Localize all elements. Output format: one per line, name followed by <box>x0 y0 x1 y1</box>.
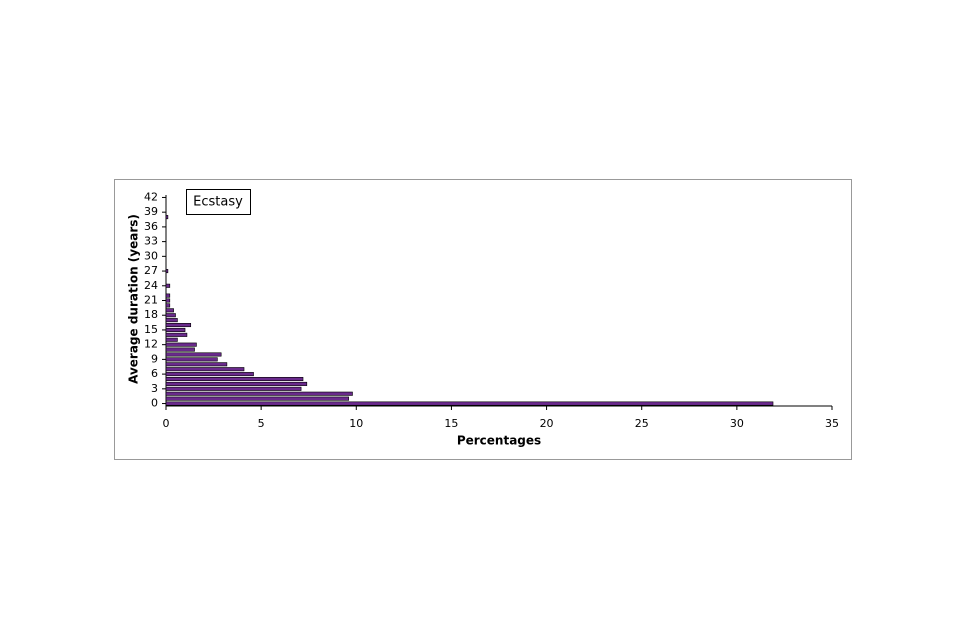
y-tick-label: 39 <box>144 205 158 218</box>
x-tick-label: 20 <box>540 417 554 430</box>
bar <box>165 381 308 386</box>
y-tick-label: 30 <box>144 249 158 262</box>
bar <box>165 367 245 372</box>
bar <box>165 318 178 323</box>
y-tick-label: 9 <box>151 352 158 365</box>
bar <box>165 376 304 382</box>
y-tick-label: 0 <box>151 397 158 410</box>
bar <box>165 391 353 396</box>
bar <box>165 327 186 332</box>
y-axis-label: Average duration (years) <box>127 214 141 384</box>
bar <box>165 386 302 391</box>
bar <box>165 332 188 337</box>
bar <box>165 313 176 318</box>
x-tick-label: 35 <box>825 417 839 430</box>
x-tick-label: 25 <box>635 417 649 430</box>
x-tick-label: 5 <box>258 417 265 430</box>
bar <box>165 293 171 298</box>
legend-label: Ecstasy <box>193 195 243 210</box>
bar <box>165 215 169 220</box>
bar <box>165 323 192 328</box>
bar <box>165 342 197 347</box>
bar <box>165 269 169 274</box>
bar <box>165 283 171 288</box>
y-tick-label: 18 <box>144 308 158 321</box>
bar <box>165 362 228 367</box>
y-tick-label: 15 <box>144 323 158 336</box>
y-tick-label: 42 <box>144 190 158 203</box>
y-tick-label: 33 <box>144 235 158 248</box>
bar <box>165 337 178 342</box>
bar <box>165 303 171 308</box>
x-tick-label: 30 <box>730 417 744 430</box>
y-tick-label: 21 <box>144 294 158 307</box>
y-tick-label: 27 <box>144 264 158 277</box>
y-tick-label: 6 <box>151 367 158 380</box>
y-tick-label: 3 <box>151 382 158 395</box>
y-tick-label: 24 <box>144 279 158 292</box>
x-tick-label: 10 <box>349 417 363 430</box>
bar <box>165 308 174 313</box>
bar <box>165 352 222 357</box>
legend-box <box>186 189 251 215</box>
chart-frame <box>114 179 852 460</box>
x-tick-label: 0 <box>163 417 170 430</box>
bar <box>165 396 349 401</box>
y-tick-label: 36 <box>144 220 158 233</box>
bar <box>165 347 195 352</box>
bar <box>165 357 218 362</box>
x-axis-label: Percentages <box>457 434 541 448</box>
bar <box>165 372 254 377</box>
bar <box>165 401 774 406</box>
x-tick-label: 15 <box>444 417 458 430</box>
bar <box>165 298 171 303</box>
y-tick-label: 12 <box>144 338 158 351</box>
